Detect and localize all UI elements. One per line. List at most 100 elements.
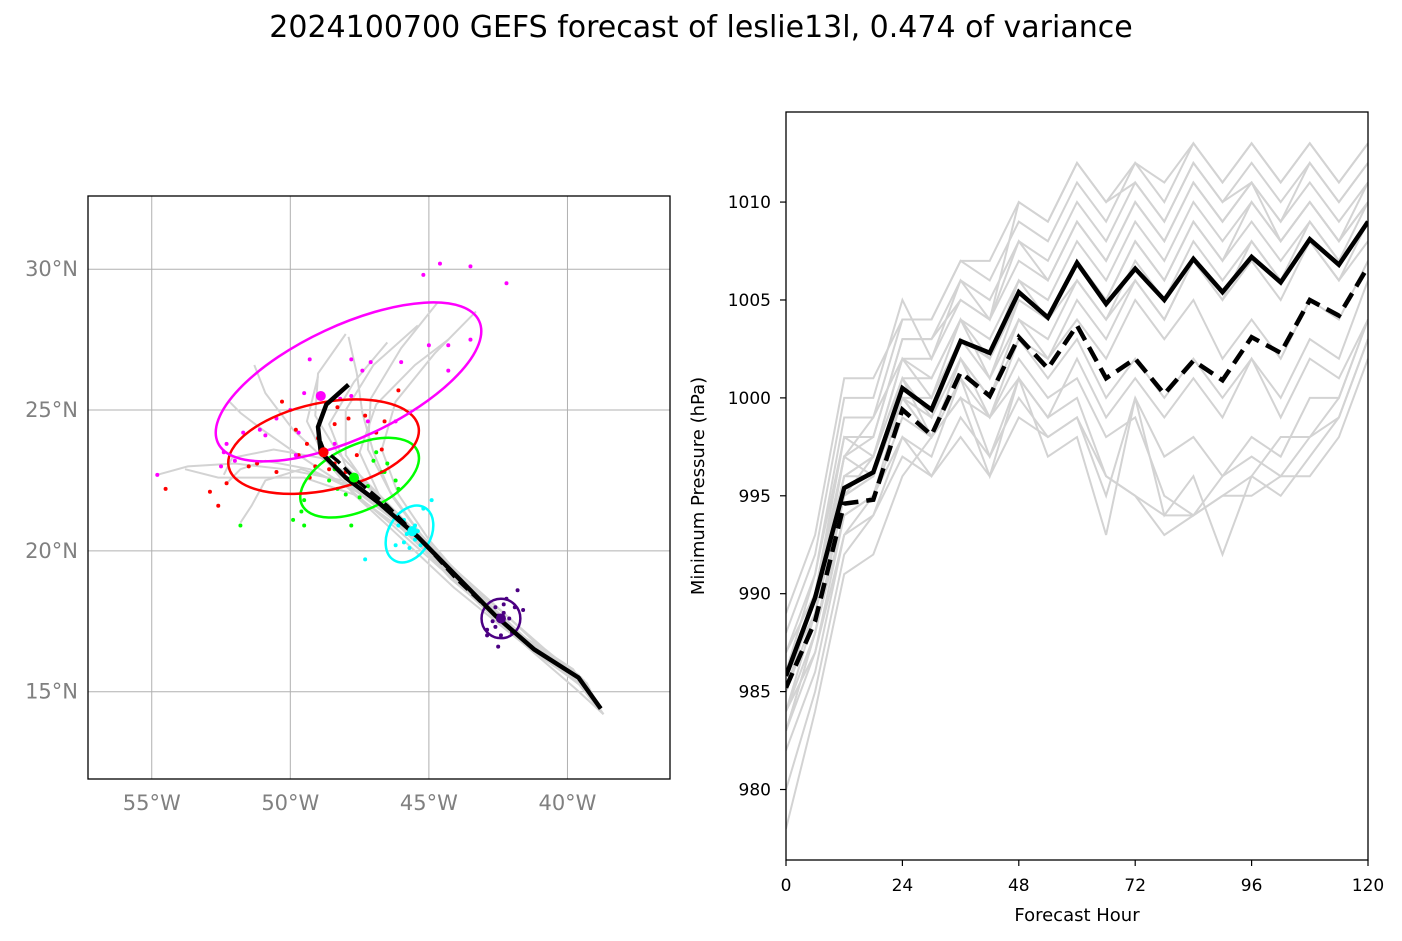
member-pressure-line (786, 201, 1368, 692)
mean-position-marker (495, 613, 506, 624)
map-lon-tick-label: 40°W (538, 791, 596, 815)
member-position-dot (421, 272, 426, 277)
member-position-dot (346, 416, 351, 421)
uncertainty-ellipse (227, 398, 421, 496)
member-position-dot (293, 453, 298, 458)
member-position-dot (263, 433, 268, 438)
y-tick-label: 1010 (728, 193, 771, 213)
member-position-dot (418, 543, 423, 548)
member-position-dot (255, 461, 260, 466)
member-position-dot (224, 481, 229, 486)
mean-pressure-line (786, 220, 1368, 677)
member-position-dot (296, 430, 301, 435)
member-position-dot (504, 281, 509, 286)
mean-tracks (315, 383, 603, 710)
member-position-dot (280, 399, 284, 404)
member-position-dot (327, 467, 332, 472)
ensemble-mean-track (315, 383, 603, 710)
member-position-dot (374, 450, 379, 455)
member-position-dot (349, 523, 354, 528)
member-position-dot (379, 447, 384, 452)
member-track-line (222, 448, 602, 713)
member-position-dot (368, 360, 373, 365)
member-position-dot (401, 540, 406, 545)
member-position-dot (216, 503, 221, 508)
member-pressure-line (786, 221, 1368, 790)
x-tick-label: 24 (892, 876, 914, 896)
member-pressure-lines (786, 141, 1368, 829)
y-tick-label: 985 (739, 683, 771, 703)
member-pressure-line (786, 182, 1368, 673)
member-position-dot (365, 484, 370, 489)
member-position-dot (490, 619, 495, 624)
member-position-dot (155, 472, 160, 477)
member-position-dot (371, 458, 376, 463)
member-position-dot (207, 489, 212, 494)
map-lat-tick-label: 25°N (25, 398, 78, 422)
member-position-dot (363, 557, 368, 562)
member-position-dot (274, 470, 279, 475)
member-position-dot (437, 261, 442, 266)
map-lon-tick-label: 55°W (123, 791, 181, 815)
member-track-line (184, 468, 602, 710)
member-position-dot (426, 343, 431, 348)
member-position-dot (307, 357, 312, 362)
member-position-dot (393, 478, 398, 483)
member-pressure-line (786, 338, 1368, 829)
member-pressure-line (786, 319, 1368, 692)
member-position-dot (302, 391, 307, 396)
uncertainty-ellipses (214, 301, 522, 640)
pressure-panel: 0 24 48 72 96 120 980 985 990 995 1000 1005 1010 For… (688, 111, 1384, 926)
member-track-line (380, 310, 605, 715)
map-tick-labels: 55°W 50°W 45°W 40°W 15°N 20°N 25°N 30°N (25, 257, 597, 815)
member-position-dot (429, 498, 434, 503)
mean-pressure-lines (786, 220, 1368, 689)
y-tick-label: 995 (739, 487, 771, 507)
mean-position-marker (407, 526, 418, 537)
uncertainty-ellipse (480, 597, 522, 640)
member-position-dot (238, 523, 243, 528)
y-tick-label: 990 (739, 585, 771, 605)
map-lat-tick-label: 30°N (25, 257, 78, 281)
member-position-dot (382, 419, 387, 424)
member-position-dot (232, 458, 237, 463)
x-tick-label: 48 (1008, 876, 1030, 896)
x-tick-label: 0 (781, 876, 792, 896)
track-map-panel: 55°W 50°W 45°W 40°W 15°N 20°N 25°N 30°N (25, 195, 671, 815)
member-pressure-line (786, 161, 1368, 653)
member-pressure-line (786, 141, 1368, 614)
member-track-line (347, 336, 602, 710)
pressure-ticks: 0 24 48 72 96 120 980 985 990 995 1000 1005 1010 (728, 193, 1384, 896)
member-position-dot (304, 441, 309, 446)
y-axis-label: Minimum Pressure (hPa) (688, 377, 709, 595)
map-lon-tick-label: 50°W (261, 791, 319, 815)
member-position-dot (468, 264, 473, 269)
member-position-dot (515, 588, 520, 593)
y-tick-label: 1000 (728, 389, 771, 409)
member-position-dot (163, 486, 168, 491)
mean-position-marker (315, 390, 326, 401)
map-lon-tick-label: 45°W (400, 791, 458, 815)
member-position-dot (299, 509, 304, 514)
member-position-dot (399, 360, 404, 365)
member-position-dot (302, 523, 307, 528)
dashed-pressure-line (786, 265, 1368, 689)
map-lat-tick-label: 15°N (25, 680, 78, 704)
member-position-dot (446, 343, 451, 348)
member-position-dot (302, 498, 307, 503)
member-position-dot (246, 464, 251, 469)
member-position-dot (385, 461, 390, 466)
member-position-dot (521, 608, 526, 613)
member-position-dot (354, 453, 359, 458)
member-position-dot (241, 430, 246, 435)
member-position-dot (413, 537, 418, 542)
member-position-dot (501, 602, 506, 607)
member-position-dot (446, 368, 451, 373)
map-lat-tick-label: 20°N (25, 539, 78, 563)
member-position-dot (219, 464, 224, 469)
pressure-frame (785, 111, 1369, 861)
member-position-dot (365, 419, 370, 424)
y-tick-label: 1005 (728, 291, 771, 311)
member-position-dot (407, 546, 412, 551)
